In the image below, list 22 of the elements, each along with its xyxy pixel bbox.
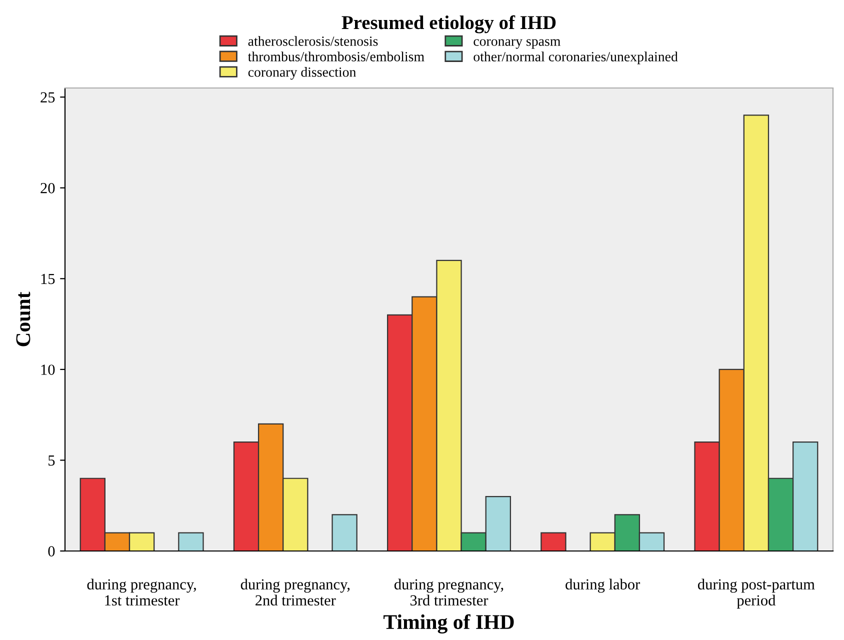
legend-label: coronary dissection	[248, 67, 356, 80]
x-tick-label: during pregnancy, 2nd trimester	[240, 578, 350, 606]
y-tick-label: 20	[40, 183, 55, 194]
legend-label: thrombus/thrombosis/embolism	[248, 52, 424, 62]
y-tick-label: 5	[48, 456, 55, 466]
x-tick-label: during pregnancy, 3rd trimester	[394, 578, 504, 606]
y-tick-label: 25	[40, 92, 55, 103]
x-axis-title: Timing of IHD	[384, 614, 514, 634]
legend-title: Presumed etiology of IHD	[342, 15, 556, 34]
bar	[178, 532, 204, 551]
y-tick-label: 0	[48, 546, 55, 556]
y-axis-title: Count	[16, 292, 30, 346]
legend-label: other/normal coronaries/unexplained	[474, 52, 678, 64]
legend-label: atherosclerosis/stenosis	[248, 36, 378, 46]
y-tick-label: 15	[41, 274, 55, 284]
x-tick-label: during pregnancy, 1st trimester	[87, 578, 196, 606]
x-tick-label: during labor	[566, 578, 640, 593]
bar	[332, 514, 358, 551]
bar	[540, 532, 566, 551]
x-tick-label: during post-partum period	[698, 578, 815, 609]
y-tick-label: 10	[41, 364, 55, 375]
legend-label: coronary spasm	[474, 39, 560, 49]
